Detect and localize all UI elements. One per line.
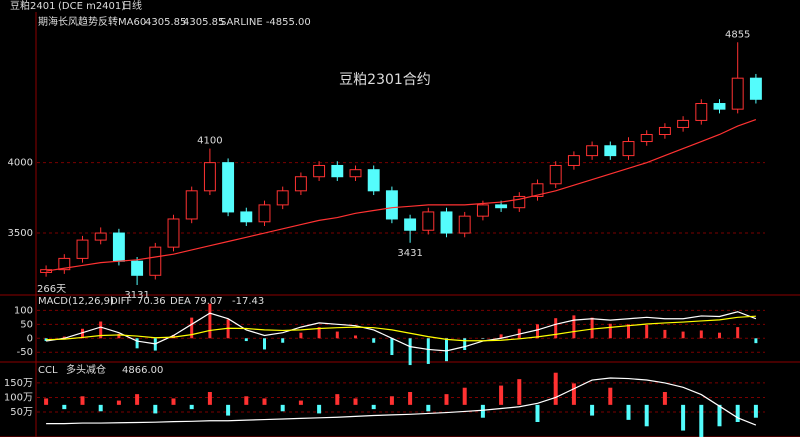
ccl-title: CCL	[38, 365, 58, 376]
candle-body	[495, 204, 508, 209]
candle-body	[367, 169, 380, 192]
extreme-label: 4100	[197, 136, 222, 147]
dea-value: 79.07	[194, 296, 223, 307]
candle-body	[458, 215, 471, 234]
candle-body	[422, 211, 435, 231]
candle-body	[404, 218, 417, 231]
candle-body	[222, 162, 235, 213]
period: 日线	[122, 0, 142, 12]
indicator-name: 期海长风趋势反转	[38, 15, 118, 28]
ma-value-red: 4305.85	[183, 17, 224, 28]
sar-legend: SARLINE -4855.00	[220, 17, 311, 28]
candle-body	[695, 103, 708, 121]
contract-code: (DCE m2401)	[58, 1, 125, 12]
ccl-value: 4866.00	[122, 365, 163, 376]
candle-body	[240, 211, 253, 223]
candle-body	[476, 204, 489, 217]
ccl-status: 多头减仓	[66, 363, 106, 376]
macd-line	[46, 311, 757, 352]
y-tick-label: 100	[14, 305, 33, 316]
days-label: 266天	[37, 284, 66, 295]
candle-body	[58, 257, 71, 271]
candle-body	[185, 190, 198, 220]
candle-body	[313, 164, 326, 178]
candle-body	[385, 190, 398, 220]
candle-body	[203, 162, 216, 192]
candle-body	[331, 164, 344, 178]
y-tick-label: 150万	[4, 378, 33, 389]
extreme-label: 4855	[725, 29, 750, 40]
candle-body	[622, 141, 635, 157]
candle-body	[749, 77, 762, 100]
y-tick-label: 0	[27, 333, 33, 344]
candle-body	[276, 190, 289, 206]
candle-body	[604, 145, 617, 157]
y-tick-label: 4000	[8, 158, 33, 169]
candle-body	[349, 169, 362, 178]
candle-body	[294, 176, 307, 192]
candle-body	[567, 155, 580, 166]
candle-body	[167, 218, 180, 248]
candle-body	[531, 183, 544, 197]
macd-title: MACD(12,26,9)	[38, 296, 114, 307]
candle-body	[94, 232, 107, 241]
candle-body	[640, 133, 653, 143]
candle-body	[586, 145, 599, 157]
candle-body	[658, 126, 671, 135]
extreme-label: 3131	[124, 290, 149, 301]
candle-body	[149, 246, 162, 276]
ma-line	[46, 119, 757, 272]
candle-body	[549, 164, 562, 185]
diff-name: DIFF	[110, 296, 132, 307]
ccl-line	[46, 377, 757, 426]
symbol: 豆粕2401	[10, 0, 55, 12]
candle-body	[76, 239, 89, 259]
annotation: 豆粕2301合约	[339, 72, 431, 88]
macd-line	[46, 315, 756, 342]
y-tick-label: 50	[20, 319, 33, 330]
ma-value: 4305.85	[145, 17, 186, 28]
candle-body	[112, 232, 125, 262]
dea-name: DEA	[170, 296, 191, 307]
y-tick-label: 100万	[4, 392, 33, 403]
macd-value: -17.43	[232, 296, 264, 307]
y-tick-label: 50万	[10, 407, 33, 418]
candle-body	[677, 119, 690, 128]
ma-name: MA60	[118, 17, 146, 28]
candle-body	[131, 260, 144, 276]
extreme-label: 3431	[397, 248, 422, 259]
candle-body	[513, 195, 526, 209]
candle-body	[440, 211, 453, 234]
y-tick-label: 3500	[8, 228, 33, 239]
candle-body	[731, 77, 744, 110]
candle-body	[713, 103, 726, 110]
diff-value: 70.36	[137, 296, 166, 307]
candle-body	[258, 204, 271, 223]
y-tick-label: -50	[17, 347, 33, 358]
